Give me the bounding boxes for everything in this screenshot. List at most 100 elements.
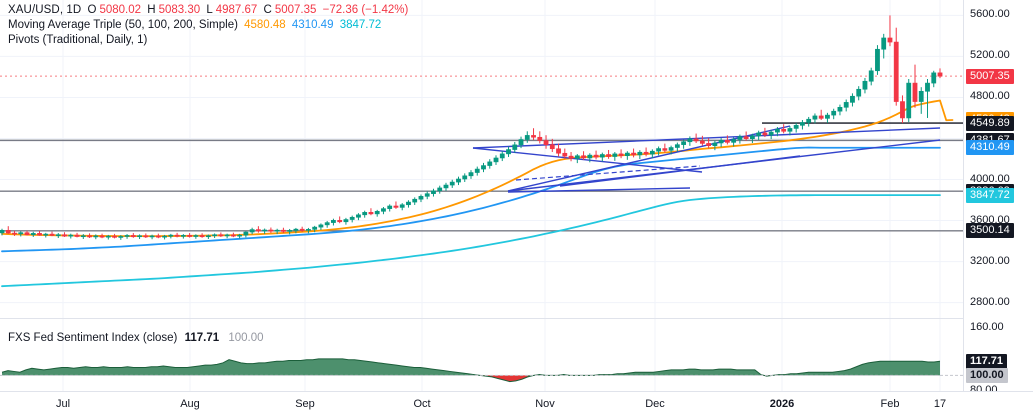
candle-body [374,211,380,215]
candle-body [124,235,130,237]
candle-body [543,140,549,145]
price-pane[interactable] [0,0,963,318]
pivot-r1-badge[interactable]: 4549.89 [966,115,1014,131]
indicator-value-badge[interactable]: 117.71 [966,353,1008,369]
candle-body [812,115,818,120]
candle-body [24,232,30,236]
indicator-pane[interactable] [0,319,963,391]
candle-body [406,201,411,206]
candle-body [856,88,862,97]
candle-body [87,235,92,238]
price-axis[interactable]: 5600.00 5200.00 4800.00 4000.00 3600.00 3200.… [963,0,1033,396]
candle-body [593,154,599,158]
last-price-badge[interactable]: 5007.35 [966,68,1014,84]
candle-body [599,154,605,158]
candle-body [818,115,824,119]
candle-body [806,118,812,123]
candlestick-series[interactable] [0,15,943,240]
candle-body [462,175,468,180]
candle-body [499,153,505,159]
candle-body [199,235,205,238]
ma200-badge[interactable]: 3847.72 [966,187,1014,203]
candle-body [243,231,249,236]
candle-body [312,226,318,230]
candle-body [62,234,67,237]
candle-body [850,95,855,103]
candle-body [631,152,636,156]
candle-body [424,193,430,197]
candle-body [268,229,274,232]
candle-body [699,140,705,144]
candle-body [587,154,593,159]
price-axis-tick: 4000.00 [970,172,1010,185]
candle-body [412,198,418,203]
candle-body [887,37,893,43]
candle-body [324,222,330,226]
candle-body [687,138,693,143]
candle-body [37,233,42,236]
candle-body [474,168,480,173]
pane-separator[interactable] [0,318,963,319]
candle-body [299,228,305,231]
candle-body [162,235,167,238]
candle-body [143,235,149,238]
candle-body [105,235,111,238]
time-axis-label: Dec [645,398,665,410]
time-axis-label: Feb [880,398,900,410]
candle-body [506,149,511,155]
candle-body [155,235,161,238]
candle-body [893,41,899,102]
candle-body [293,228,299,231]
candle-body [831,110,837,116]
time-axis-label: Oct [413,398,431,410]
candle-body [274,229,280,232]
time-axis-label: Sep [295,398,315,410]
candle-body [618,153,624,157]
time-axis[interactable]: Jul Aug Sep Oct Nov Dec 2026 Feb 17 [0,391,1033,417]
indicator-baseline-badge[interactable]: 100.00 [966,367,1008,383]
candle-body [468,172,474,177]
candle-body [868,70,874,82]
indicator-axis-tick: 160.00 [970,321,1004,334]
ma200-line [1,194,941,288]
candle-body [737,136,743,140]
trend-lines[interactable] [472,125,941,193]
candle-body [387,205,393,209]
candle-body [18,232,24,235]
candle-body [581,155,586,159]
candle-body [280,229,286,232]
candle-body [443,184,449,189]
candle-body [793,125,799,129]
candle-body [399,204,405,208]
candle-body [237,234,243,237]
candle-body [743,136,749,139]
candle-body [825,114,830,119]
candle-body [418,196,424,200]
candle-body [649,150,655,155]
candle-body [912,82,918,102]
candle-body [931,72,937,84]
candle-body [349,216,355,220]
candle-body [493,157,499,163]
candle-body [381,208,386,212]
price-axis-tick: 5600.00 [970,8,1010,21]
price-axis-tick: 3600.00 [970,213,1010,226]
candle-body [768,131,774,136]
price-axis-tick: 3200.00 [970,254,1010,267]
time-axis-label: 17 [933,398,947,410]
pivot-s2-badge[interactable]: 3500.14 [966,223,1014,239]
candle-body [681,141,687,145]
ma100-badge[interactable]: 4310.49 [966,140,1014,156]
candle-body [537,136,543,141]
candle-body [12,232,17,235]
candle-body [612,153,618,157]
candle-body [318,224,324,228]
pivot-lines [0,122,963,232]
candle-body [99,235,105,238]
candle-body [174,234,180,237]
candle-body [875,48,880,72]
candle-body [643,151,649,155]
indicator-area [1,358,941,383]
price-axis-tick: 5200.00 [970,49,1010,62]
candle-body [249,229,255,233]
